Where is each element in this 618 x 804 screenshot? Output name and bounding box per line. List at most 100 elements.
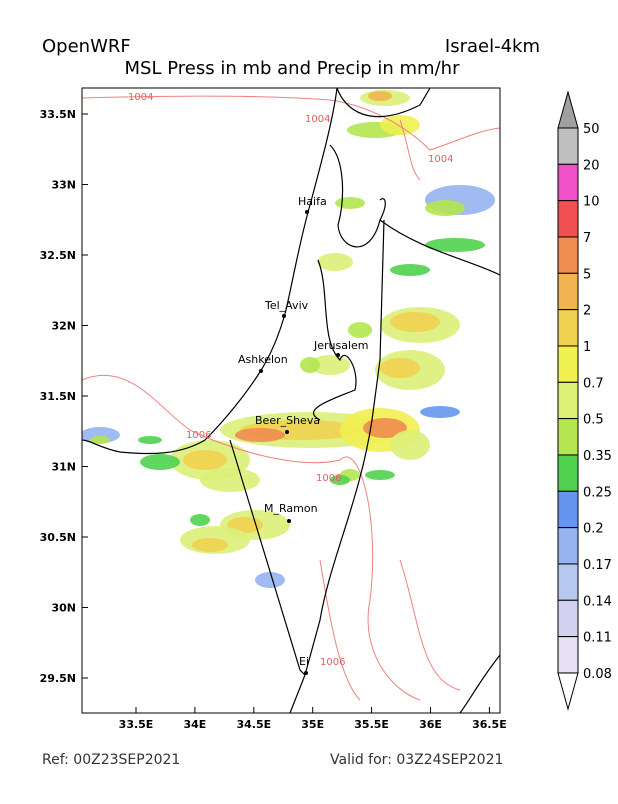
colorbar-band — [557, 127, 579, 165]
precip-area — [425, 238, 485, 252]
colorbar-band — [557, 599, 579, 638]
city-dot — [259, 369, 263, 373]
x-tick-label: 34.5E — [236, 718, 271, 731]
precip-area — [330, 475, 350, 485]
colorbar-label: 0.17 — [583, 558, 612, 573]
precip-area — [192, 538, 228, 552]
colorbar-label: 0.5 — [583, 413, 604, 428]
precip-area — [140, 454, 180, 470]
colorbar-band — [557, 527, 579, 565]
title-right: Israel-4km — [445, 36, 540, 57]
colorbar: 50 20 10 7 5 2 1 0.7 0.5 0.35 0.25 0.2 0.17 0.14 0.11 0… — [557, 90, 612, 711]
y-tick-label: 29.5N — [40, 672, 76, 685]
colorbar-label: 7 — [583, 231, 591, 246]
colorbar-band — [557, 454, 579, 492]
colorbar-label: 2 — [583, 304, 591, 319]
precip-area — [368, 91, 392, 101]
city-label: M_Ramon — [264, 502, 318, 515]
contour-label: 1006 — [186, 430, 211, 441]
city-label: Beer_Sheva — [255, 414, 320, 427]
precip-area — [255, 572, 285, 588]
colorbar-band — [557, 236, 579, 274]
colorbar-band — [557, 418, 579, 456]
city-label: Ashkelon — [238, 353, 288, 366]
borders — [82, 88, 500, 713]
contour-label: 1004 — [305, 114, 330, 125]
y-tick-label: 33.5N — [40, 108, 76, 121]
colorbar-label: 0.2 — [583, 522, 604, 537]
x-tick-label: 36E — [419, 718, 442, 731]
title-left: OpenWRF — [42, 36, 131, 57]
x-tick-label: 35.5E — [354, 718, 389, 731]
y-tick-label: 30N — [51, 602, 76, 615]
colorbar-label: 0.35 — [583, 449, 612, 464]
city-label: Tel_Aviv — [264, 299, 309, 312]
contour-label: 1004 — [428, 154, 453, 165]
colorbar-label: 1 — [583, 340, 591, 355]
y-tick-label: 31.5N — [40, 390, 76, 403]
footer-valid: Valid for: 03Z24SEP2021 — [330, 752, 503, 768]
precip-area — [380, 358, 420, 378]
city-label: Ei — [299, 655, 309, 668]
precip-area — [363, 418, 407, 438]
precip-area — [390, 312, 440, 332]
precip-area — [200, 468, 260, 492]
city-dot — [285, 430, 289, 434]
colorbar-label: 20 — [583, 158, 600, 173]
y-tick-label: 31N — [51, 461, 76, 474]
x-tick-label: 34E — [183, 718, 206, 731]
map: 33.5E 34E 34.5E 35E 35.5E 36E 36.5E 33.5N 33N 32.… — [40, 87, 507, 731]
city-dot — [304, 671, 308, 675]
contour-label: 1006 — [320, 657, 345, 668]
precip-area — [190, 514, 210, 526]
precip-area — [235, 428, 285, 442]
frame — [81, 87, 501, 714]
y-tick-label: 33N — [51, 179, 76, 192]
colorbar-label: 0.14 — [583, 594, 612, 609]
colorbar-band — [557, 309, 579, 347]
precip-area — [183, 450, 227, 470]
precip-area — [425, 200, 465, 216]
y-tick-label: 32N — [51, 320, 76, 333]
colorbar-band — [557, 200, 579, 238]
precip-area — [365, 470, 395, 480]
precip-area — [317, 253, 353, 271]
colorbar-label: 0.7 — [583, 376, 604, 391]
colorbar-band — [557, 163, 579, 202]
x-tick-label: 35E — [301, 718, 324, 731]
colorbar-label: 5 — [583, 267, 591, 282]
x-tick-label: 33.5E — [119, 718, 154, 731]
precip-area — [420, 406, 460, 418]
city-dot — [336, 353, 340, 357]
subtitle: MSL Press in mb and Precip in mm/hr — [125, 58, 461, 79]
city-dot — [305, 210, 309, 214]
y-tick-label: 32.5N — [40, 249, 76, 262]
colorbar-band — [557, 381, 579, 420]
colorbar-band — [557, 563, 579, 601]
contours — [82, 95, 500, 701]
colorbar-band — [557, 490, 579, 529]
precip-area — [335, 197, 365, 209]
colorbar-band — [557, 345, 579, 383]
precip-area — [300, 357, 320, 373]
contour-label: 1004 — [128, 92, 153, 103]
colorbar-label: 0.11 — [583, 631, 612, 646]
colorbar-cap — [557, 672, 579, 711]
x-tick-label: 36.5E — [472, 718, 507, 731]
precip-area — [348, 322, 372, 338]
precip-area — [390, 430, 430, 460]
city-label: Jerusalem — [313, 339, 369, 352]
city-label: Haifa — [298, 195, 327, 208]
footer-ref: Ref: 00Z23SEP2021 — [42, 752, 180, 768]
colorbar-label: 10 — [583, 195, 600, 210]
contour-label: 1006 — [316, 473, 341, 484]
colorbar-band — [557, 636, 579, 674]
y-tick-label: 30.5N — [40, 531, 76, 544]
colorbar-label: 0.08 — [583, 667, 612, 682]
precip — [82, 90, 495, 588]
city-dot — [287, 519, 291, 523]
precip-area — [138, 436, 162, 444]
colorbar-label: 0.25 — [583, 485, 612, 500]
